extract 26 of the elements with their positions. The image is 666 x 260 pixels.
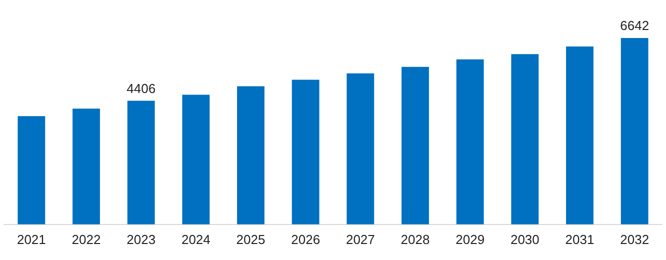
x-tick-label: 2023: [126, 232, 156, 247]
x-tick-label: 2021: [16, 232, 46, 247]
bar: [402, 66, 429, 224]
bar: [511, 54, 539, 224]
data-label: 4406: [126, 80, 156, 96]
x-tick-label: 2026: [291, 232, 320, 247]
x-tick-label: 2031: [565, 232, 594, 247]
x-tick-label: 2032: [620, 232, 650, 247]
x-tick-label: 2027: [346, 232, 375, 247]
bar: [182, 94, 210, 224]
bar: [456, 59, 484, 224]
bar: [18, 116, 46, 224]
bar: [620, 38, 648, 224]
x-tick-label: 2028: [400, 232, 430, 247]
x-tick-label: 2025: [236, 232, 266, 247]
bar: [237, 86, 264, 224]
x-tick-label: 2030: [510, 232, 540, 247]
x-tick-label: 2022: [72, 232, 101, 247]
data-label: 6642: [620, 18, 650, 34]
bar: [292, 80, 320, 224]
bar: [72, 108, 100, 224]
x-tick-label: 2029: [456, 232, 485, 247]
bar: [127, 100, 155, 224]
bar: [346, 73, 374, 224]
x-tick-label: 2024: [181, 232, 210, 247]
bar: [566, 46, 594, 224]
